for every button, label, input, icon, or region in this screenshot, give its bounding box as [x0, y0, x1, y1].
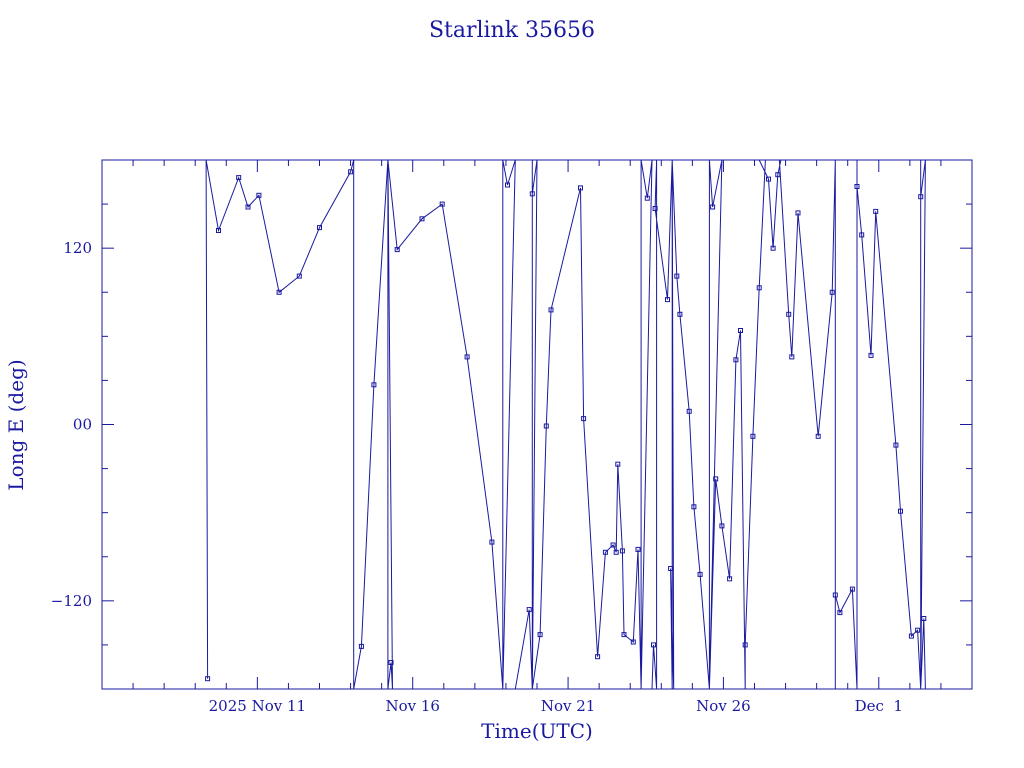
data-point [543, 423, 549, 429]
data-point [893, 442, 899, 448]
data-point [719, 523, 725, 529]
data-point [742, 642, 748, 648]
data-point [849, 586, 855, 592]
data-point [489, 539, 495, 545]
y-tick-labels: 120 00 −120 [51, 239, 92, 610]
data-point [615, 461, 621, 467]
data-point [868, 352, 874, 358]
series-layer [205, 160, 927, 689]
data-point [619, 548, 625, 554]
data-point [770, 245, 776, 251]
data-point [832, 592, 838, 598]
data-point [245, 204, 251, 210]
data-point [548, 307, 554, 313]
data-point [505, 182, 510, 188]
data-point [665, 297, 670, 303]
data-point [775, 172, 781, 178]
series-line [205, 160, 926, 689]
chart-title: Starlink 35656 [429, 18, 595, 43]
data-point [439, 201, 445, 207]
data-point [674, 273, 680, 279]
data-point [756, 285, 762, 291]
data-point [578, 185, 583, 191]
data-point [348, 169, 354, 175]
data-point [317, 225, 322, 231]
y-tick-label: 120 [63, 239, 92, 257]
data-point [786, 311, 792, 317]
data-point [697, 571, 703, 577]
data-point [691, 504, 697, 510]
major-ticks [102, 160, 972, 689]
x-tick-label: 2025 Nov 11 [209, 697, 306, 715]
data-point [394, 247, 400, 253]
data-point [854, 184, 860, 189]
plot-area [101, 159, 973, 690]
data-point [256, 192, 262, 198]
data-point [829, 289, 835, 295]
data-point [873, 208, 879, 214]
data-point [419, 216, 425, 222]
y-tick-label: −120 [51, 592, 92, 610]
data-point [371, 382, 377, 388]
data-point [908, 633, 914, 639]
data-point [595, 654, 601, 660]
data-point [750, 433, 756, 439]
data-point [677, 311, 683, 317]
data-point [921, 616, 927, 621]
data-point [915, 627, 921, 633]
x-tick-label: Nov 16 [385, 697, 440, 715]
data-point [713, 476, 719, 482]
data-point [621, 632, 627, 638]
x-tick-label: Dec 1 [855, 697, 903, 715]
data-point [686, 408, 692, 414]
data-point [668, 566, 674, 571]
data-point [464, 354, 470, 360]
data-point [644, 195, 650, 201]
data-point [630, 639, 636, 645]
data-point [918, 194, 924, 200]
data-point [795, 210, 801, 216]
data-point [205, 676, 211, 682]
data-point [529, 191, 535, 197]
data-point [388, 660, 394, 665]
x-axis-label: Time(UTC) [481, 719, 593, 743]
data-point [766, 176, 771, 182]
data-point [610, 542, 616, 548]
data-point [727, 576, 733, 582]
data-point [216, 228, 221, 233]
data-point [236, 175, 242, 181]
data-point [358, 643, 364, 649]
data-point [789, 354, 795, 360]
x-tick-label: Nov 26 [696, 697, 751, 715]
x-tick-label: Nov 21 [541, 697, 596, 715]
data-point [276, 289, 282, 295]
data-point [537, 632, 543, 638]
data-point [651, 642, 656, 648]
y-axis-label: Long E (deg) [4, 359, 28, 490]
data-point [815, 433, 821, 439]
data-point [613, 549, 619, 555]
data-point [526, 607, 532, 613]
x-tick-labels: 2025 Nov 11 Nov 16 Nov 21 Nov 26 Dec 1 [209, 697, 903, 715]
data-point [652, 206, 658, 211]
data-point [710, 204, 716, 210]
data-point [296, 273, 302, 279]
data-point [898, 508, 903, 514]
data-point [733, 357, 739, 363]
data-point [602, 549, 608, 555]
data-point [859, 232, 865, 238]
data-point [837, 610, 843, 616]
data-point [635, 546, 641, 552]
y-tick-label: 00 [73, 416, 92, 434]
data-point [581, 416, 587, 422]
data-point [738, 328, 743, 333]
minor-ticks [101, 160, 973, 689]
